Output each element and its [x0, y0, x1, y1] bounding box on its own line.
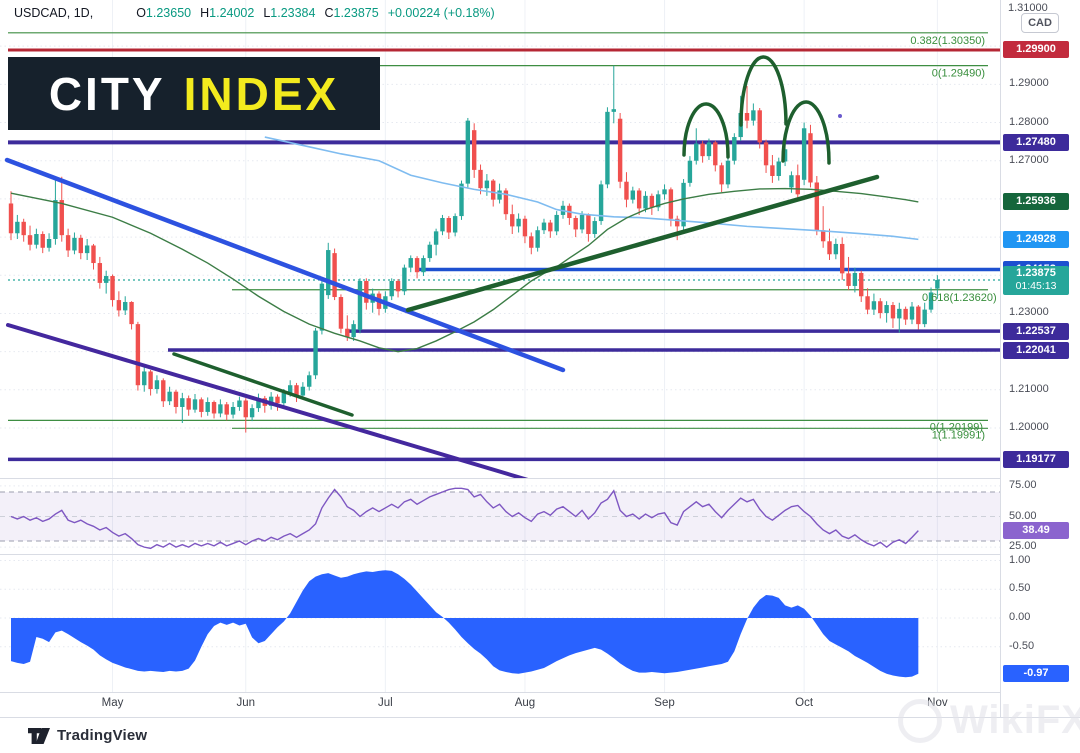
- open-value: 1.23650: [145, 6, 192, 20]
- ma-slow-line: [264, 136, 919, 241]
- price-level-badge[interactable]: 1.22537: [1003, 322, 1069, 340]
- price-level-badge[interactable]: 1.22041: [1003, 341, 1069, 359]
- tradingview-logo-icon: [28, 727, 50, 744]
- chart-bottom-border: [0, 717, 1080, 718]
- oscillator-tick: -0.50: [1009, 639, 1035, 652]
- wikifx-watermark: WikiFX: [898, 698, 1080, 743]
- symbol-ohlc-bar[interactable]: USDCAD, 1D, O1.23650 H1.24002 L1.23384 C1.23…: [14, 6, 495, 20]
- price-tick: 1.27000: [1009, 153, 1049, 166]
- wikifx-logo-icon: [898, 698, 942, 743]
- price-tick: 1.23000: [1009, 306, 1049, 319]
- rsi-tick: 75.00: [1009, 478, 1037, 491]
- tradingview-label: TradingView: [57, 727, 148, 744]
- low-value: 1.23384: [270, 6, 316, 20]
- price-scale[interactable]: 1.29000 1.28000 1.27000 1.23000 1.21000 1.200…: [1000, 0, 1080, 717]
- price-level-badge[interactable]: 1.29900: [1003, 41, 1069, 59]
- price-chart[interactable]: 0.382(1.30350) 0(1.29490) 0.618(1.23620) 0(…: [0, 0, 1000, 717]
- month-label-jun: Jun: [236, 697, 256, 709]
- oscillator-tick: 0.50: [1009, 582, 1031, 595]
- fib-label: 0.618(1.23620): [922, 292, 997, 304]
- trendlines: [4, 157, 880, 478]
- rsi-line: [10, 487, 919, 550]
- pane-separator-osc[interactable]: [0, 554, 1080, 555]
- month-label-aug: Aug: [514, 697, 536, 709]
- ma-fast-line: [10, 187, 919, 353]
- price-tick: 1.20000: [1009, 420, 1049, 433]
- city-index-logo-city: CITY: [48, 67, 166, 120]
- wikifx-label: WikiFX: [950, 698, 1080, 742]
- month-label-may: May: [101, 697, 124, 709]
- month-label-sep: Sep: [654, 697, 675, 709]
- change-value: +0.00224 (+0.18%): [387, 6, 495, 20]
- price-tick: 1.28000: [1009, 115, 1049, 128]
- rsi-tick: 25.00: [1009, 540, 1037, 553]
- head-and-shoulders-arcs: [682, 55, 831, 165]
- high-value: 1.24002: [209, 6, 255, 20]
- price-level-badge[interactable]: 1.19177: [1003, 450, 1069, 468]
- high-label: H: [200, 6, 210, 20]
- rsi-band: [0, 491, 1000, 542]
- oscillator-tick: 0.00: [1009, 611, 1031, 623]
- currency-badge[interactable]: CAD: [1021, 13, 1059, 33]
- rsi-value-badge[interactable]: 38.49: [1003, 522, 1069, 540]
- price-level-badge[interactable]: 1.24928: [1003, 231, 1069, 249]
- tradingview-attribution[interactable]: TradingView: [28, 727, 147, 744]
- current-price-badge[interactable]: 1.23875 01:45:13: [1003, 266, 1069, 296]
- low-label: L: [263, 6, 271, 20]
- price-level-badge[interactable]: 1.25936: [1003, 192, 1069, 210]
- price-tick: 1.21000: [1009, 382, 1049, 395]
- month-label-jul: Jul: [377, 697, 393, 709]
- fib-label: 0(1.29490): [932, 68, 985, 80]
- pane-separator-rsi[interactable]: [0, 478, 1080, 479]
- price-tick: 1.29000: [1009, 77, 1049, 90]
- city-index-logo-index: INDEX: [183, 67, 340, 120]
- oscillator-area: [11, 570, 919, 678]
- oscillator-fill: [11, 570, 919, 678]
- month-label-oct: Oct: [795, 697, 814, 709]
- price-level-badge[interactable]: 1.27480: [1003, 133, 1069, 151]
- symbol-title[interactable]: USDCAD, 1D,: [14, 6, 94, 20]
- oscillator-value-badge[interactable]: -0.97: [1003, 665, 1069, 683]
- pane-separator-timeaxis: [0, 692, 1080, 693]
- candlesticks: [8, 65, 940, 433]
- close-label: C: [324, 6, 334, 20]
- rsi-tick: 50.00: [1009, 509, 1037, 522]
- time-scale[interactable]: May Jun Jul Aug Sep Oct Nov: [0, 692, 1000, 717]
- fib-label: 0(1.20199): [930, 421, 983, 433]
- open-label: O: [136, 6, 146, 20]
- moving-averages: [10, 136, 919, 353]
- city-index-logo: CITY INDEX: [8, 57, 380, 130]
- drawing-anchor-dot: [838, 114, 842, 118]
- fib-label: 0.382(1.30350): [910, 35, 985, 47]
- oscillator-tick: 1.00: [1009, 553, 1031, 566]
- fib-label: 1(1.19991): [932, 429, 985, 441]
- close-value: 1.23875: [333, 6, 379, 20]
- price-tick-top: 1.31000: [1008, 2, 1048, 14]
